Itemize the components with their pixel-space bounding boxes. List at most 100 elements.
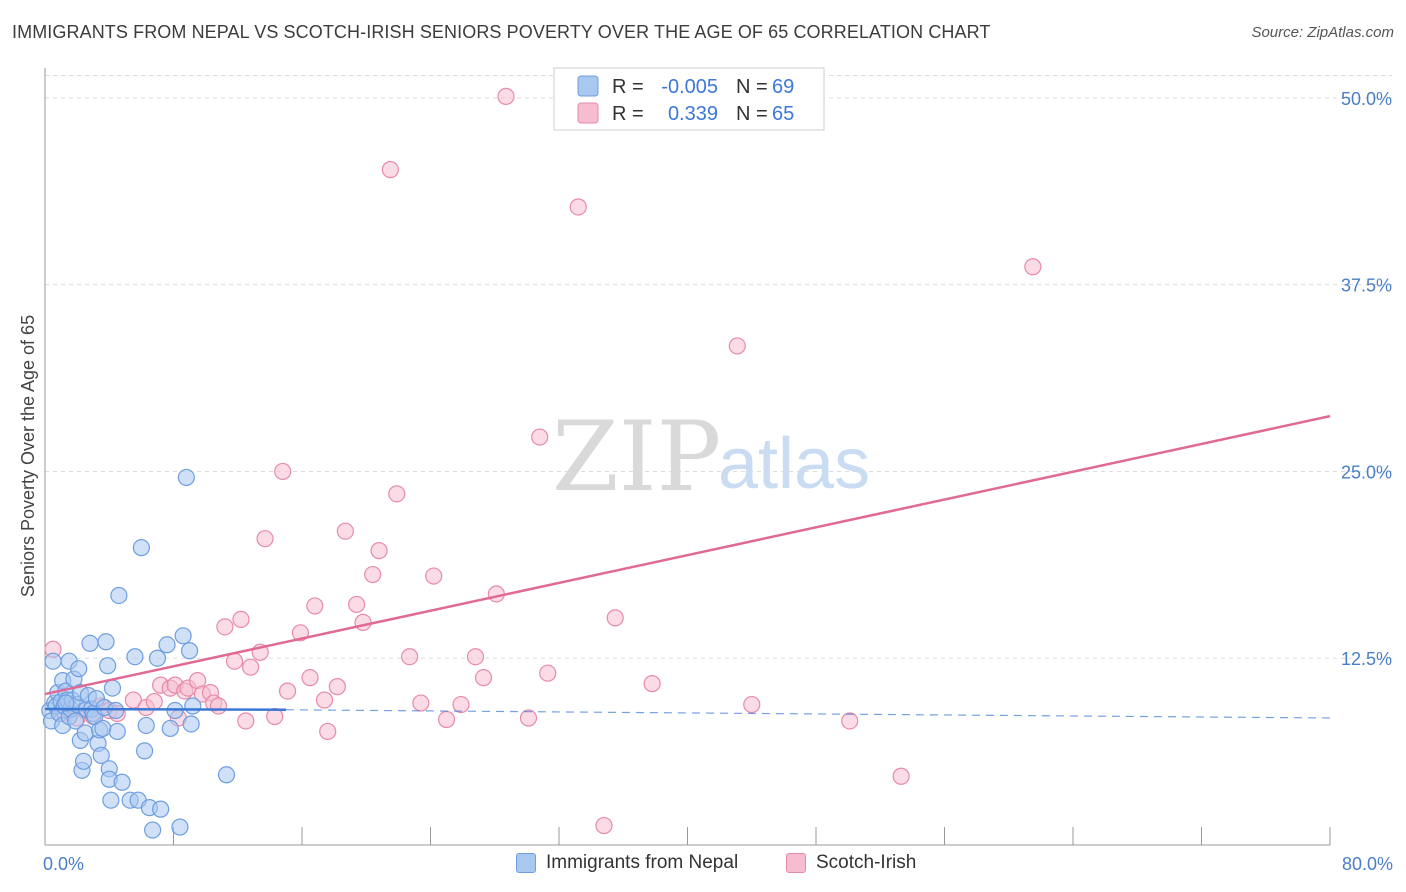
nepal-point <box>110 586 128 605</box>
grid-lines <box>45 74 1392 659</box>
scotch-irish-point <box>388 485 406 503</box>
nepal-point <box>103 679 122 697</box>
scotch-irish-point <box>569 198 587 216</box>
nepal-point <box>182 715 200 733</box>
scotch-irish-point <box>412 694 430 712</box>
scotch-irish-point <box>209 697 228 715</box>
legend-r-value-nepal: -0.005 <box>661 76 718 98</box>
nepal-point <box>161 719 179 738</box>
nepal-point <box>137 716 155 735</box>
scotch-irish-point <box>531 428 549 446</box>
scotch-irish-point <box>437 710 456 729</box>
chart-title: IMMIGRANTS FROM NEPAL VS SCOTCH-IRISH SE… <box>12 22 991 42</box>
scotch-irish-point <box>145 692 163 711</box>
source-label: Source: ZipAtlas.com <box>1251 24 1394 41</box>
nepal-point <box>144 821 162 839</box>
bottom-legend-label-scotch-irish: Scotch-Irish <box>816 852 917 873</box>
nepal-point <box>70 660 88 678</box>
scotch-irish-point <box>452 695 470 714</box>
scotch-irish-point <box>348 595 366 614</box>
y-tick-label: 50.0% <box>1341 89 1392 109</box>
x-tick-labels: 0.0% 80.0% <box>43 854 1393 874</box>
bottom-legend-swatch-nepal <box>516 853 536 873</box>
bottom-legend-label-nepal: Immigrants from Nepal <box>546 852 739 873</box>
nepal-trend-line <box>44 707 286 712</box>
legend-n-value-nepal: 69 <box>772 76 794 98</box>
nepal-trend-dashed <box>285 709 1331 719</box>
legend-r-label-nepal: R = <box>612 76 644 98</box>
scotch-irish-point <box>497 87 515 105</box>
scotch-irish-point <box>225 652 244 670</box>
bottom-legend-item-nepal: Immigrants from Nepal <box>516 852 738 874</box>
nepal-point <box>113 773 131 791</box>
scotch-irish-point <box>256 530 274 548</box>
nepal-point <box>158 636 176 654</box>
scotch-irish-point <box>606 609 624 627</box>
scotch-irish-point <box>474 669 493 687</box>
nepal-point <box>107 701 125 720</box>
scotch-irish-point <box>328 678 346 696</box>
legend-frame <box>553 67 825 131</box>
legend-n-label-nepal: N = <box>736 76 768 98</box>
scotch-irish-point <box>425 567 443 585</box>
nepal-point <box>171 818 189 836</box>
scotch-irish-point <box>237 712 255 730</box>
scotch-irish-point <box>315 691 334 709</box>
scotch-irish-point <box>841 712 859 730</box>
bottom-legend: Immigrants from Nepal Scotch-Irish <box>0 852 1406 878</box>
scotch-irish-point <box>487 585 505 603</box>
scotch-irish-point <box>319 722 337 741</box>
nepal-point <box>97 633 115 651</box>
nepal-point <box>102 791 120 809</box>
scotch-irish-point <box>381 161 399 179</box>
scotch-irish-point <box>370 542 388 560</box>
legend-box: R = -0.005 N = 69 R = 0.339 N = 65 <box>553 67 825 131</box>
nepal-point <box>92 746 110 764</box>
nepal-point <box>180 642 199 660</box>
scotch-irish-point <box>892 767 910 785</box>
bottom-legend-swatch-scotch-irish <box>786 853 806 873</box>
scotch-irish-point <box>539 664 557 682</box>
scotch-irish-point <box>466 648 485 666</box>
scotch-irish-point <box>743 695 761 714</box>
trend-lines <box>44 414 1331 719</box>
nepal-point <box>135 742 154 760</box>
y-tick-label: 25.0% <box>1341 462 1392 482</box>
legend-r-label-scotch-irish: R = <box>612 103 644 125</box>
scotch-irish-point <box>301 669 319 687</box>
nepal-point <box>152 800 170 818</box>
nepal-point <box>81 634 99 652</box>
legend-swatch-nepal <box>577 75 599 97</box>
scotch-irish-point <box>336 522 354 540</box>
scotch-irish-trend-line <box>44 414 1331 696</box>
y-tick-label: 12.5% <box>1341 649 1392 669</box>
nepal-point <box>76 724 94 742</box>
nepal-point <box>44 652 62 670</box>
scotch-irish-point <box>306 597 324 615</box>
watermark-atlas: atlas <box>718 424 870 504</box>
nepal-point <box>217 766 236 784</box>
nepal-point <box>148 649 167 667</box>
nepal-point <box>184 697 202 715</box>
scotch-irish-point <box>242 658 260 676</box>
bottom-legend-item-scotch-irish: Scotch-Irish <box>786 852 916 874</box>
scotch-irish-point <box>278 682 297 700</box>
x-tick-label-max: 80.0% <box>1342 854 1393 874</box>
nepal-point <box>132 539 150 557</box>
nepal-point <box>74 752 93 770</box>
y-tick-label: 37.5% <box>1341 276 1392 296</box>
watermark-zip: ZIP <box>552 401 721 513</box>
nepal-point <box>99 657 117 675</box>
scotch-irish-point <box>728 337 746 355</box>
nepal-point <box>126 648 144 666</box>
legend-n-value-scotch-irish: 65 <box>772 103 794 125</box>
scotch-irish-point <box>216 618 234 636</box>
legend-swatch-scotch-irish <box>577 102 599 124</box>
legend-r-value-scotch-irish: 0.339 <box>668 103 718 125</box>
scotch-irish-point <box>232 610 250 628</box>
scotch-irish-point <box>354 613 372 631</box>
scotch-irish-point <box>401 648 419 666</box>
legend-n-label-scotch-irish: N = <box>736 103 768 125</box>
watermark: ZIP atlas <box>552 401 870 513</box>
